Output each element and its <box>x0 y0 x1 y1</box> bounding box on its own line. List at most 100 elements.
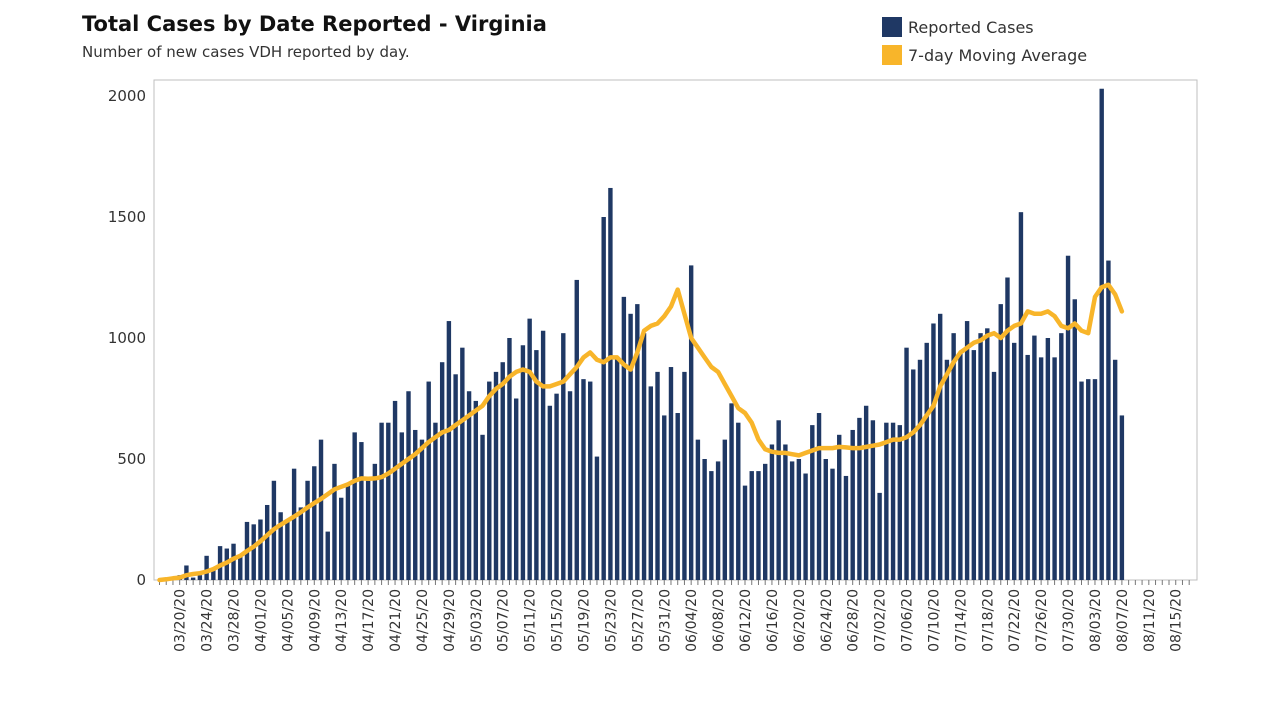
x-tick-label: 05/15/20 <box>550 589 566 652</box>
bar <box>1106 260 1111 580</box>
bar <box>291 468 297 580</box>
bar <box>803 473 808 580</box>
bar <box>1018 212 1024 580</box>
bar <box>588 381 593 580</box>
bar <box>493 371 499 580</box>
bar <box>406 391 411 580</box>
bar <box>614 357 620 580</box>
x-tick-label: 03/24/20 <box>200 589 216 652</box>
bar <box>783 444 788 580</box>
x-tick-label: 04/25/20 <box>415 589 431 652</box>
bar <box>399 432 404 580</box>
bar <box>964 321 970 580</box>
x-tick-label: 07/14/20 <box>953 589 969 652</box>
bar <box>534 350 539 580</box>
x-tick-label: 06/24/20 <box>819 589 835 652</box>
bar <box>998 304 1003 580</box>
bar <box>958 352 963 580</box>
bar <box>1005 277 1010 580</box>
bar <box>1032 335 1037 580</box>
x-tick-label: 07/26/20 <box>1034 589 1050 652</box>
bar <box>466 391 472 580</box>
bar <box>641 333 647 580</box>
bar <box>823 459 828 580</box>
bar <box>184 565 189 580</box>
bar <box>352 432 357 580</box>
bar <box>540 330 546 580</box>
x-tick-label: 07/10/20 <box>926 589 942 652</box>
bar <box>507 338 512 580</box>
legend-item-reported-cases[interactable]: Reported Cases <box>882 13 1087 41</box>
bar <box>877 492 882 580</box>
plot-frame <box>153 79 1198 581</box>
bar <box>857 417 862 580</box>
bar <box>332 463 337 580</box>
bar <box>318 439 324 580</box>
x-tick-label: 08/15/20 <box>1169 589 1185 652</box>
bar <box>850 429 855 580</box>
bar <box>884 422 889 580</box>
y-tick-label: 1000 <box>108 329 146 347</box>
bar <box>951 333 956 580</box>
bar <box>264 504 270 580</box>
bar <box>635 304 640 580</box>
bar <box>830 468 835 580</box>
bar <box>197 575 203 580</box>
legend-label-moving-average: 7-day Moving Average <box>908 45 1088 65</box>
legend-swatch-moving-average <box>882 45 902 65</box>
bar <box>439 362 445 580</box>
bar <box>305 480 310 580</box>
x-tick-label: 07/30/20 <box>1061 589 1077 652</box>
bar <box>190 577 196 580</box>
bar <box>258 519 263 580</box>
legend-item-moving-average[interactable]: 7-day Moving Average <box>882 41 1087 69</box>
x-tick-label: 07/06/20 <box>900 589 916 652</box>
bar <box>675 413 680 580</box>
x-tick-label: 04/09/20 <box>307 589 323 652</box>
x-tick-label: 06/28/20 <box>846 589 862 652</box>
x-tick-label: 04/01/20 <box>253 589 269 652</box>
bar <box>547 405 553 580</box>
bar <box>325 531 330 580</box>
bar <box>897 425 902 580</box>
bar <box>789 461 795 580</box>
bar <box>487 381 492 580</box>
bar <box>473 400 479 580</box>
x-tick-label: 06/12/20 <box>738 589 754 652</box>
legend: Reported Cases 7-day Moving Average <box>882 13 1087 69</box>
bar <box>722 439 728 580</box>
bar <box>426 381 431 580</box>
bar <box>904 347 909 580</box>
bar <box>863 405 869 580</box>
x-tick-label: 07/02/20 <box>873 589 889 652</box>
bar <box>500 362 505 580</box>
bar <box>931 323 936 580</box>
bar <box>1092 379 1098 580</box>
bar <box>392 400 398 580</box>
bar <box>446 321 452 580</box>
bar <box>796 459 802 580</box>
bar <box>386 422 391 580</box>
legend-swatch-reported-cases <box>882 17 902 37</box>
bar <box>924 342 929 580</box>
bar <box>453 374 458 580</box>
bar <box>628 313 633 580</box>
bar <box>312 466 317 580</box>
bar <box>217 546 223 580</box>
bar <box>917 359 923 580</box>
bar <box>608 187 613 580</box>
x-tick-label: 07/22/20 <box>1007 589 1023 652</box>
x-tick-label: 04/29/20 <box>442 589 458 652</box>
bar <box>816 413 822 580</box>
bar <box>810 425 815 580</box>
x-tick-label: 05/27/20 <box>630 589 646 652</box>
bar <box>1086 379 1091 580</box>
bar <box>682 371 687 580</box>
bar <box>513 398 519 580</box>
bar <box>601 217 606 580</box>
bar <box>662 415 667 580</box>
bar <box>648 386 653 580</box>
bar <box>991 371 997 580</box>
bar <box>668 367 674 580</box>
